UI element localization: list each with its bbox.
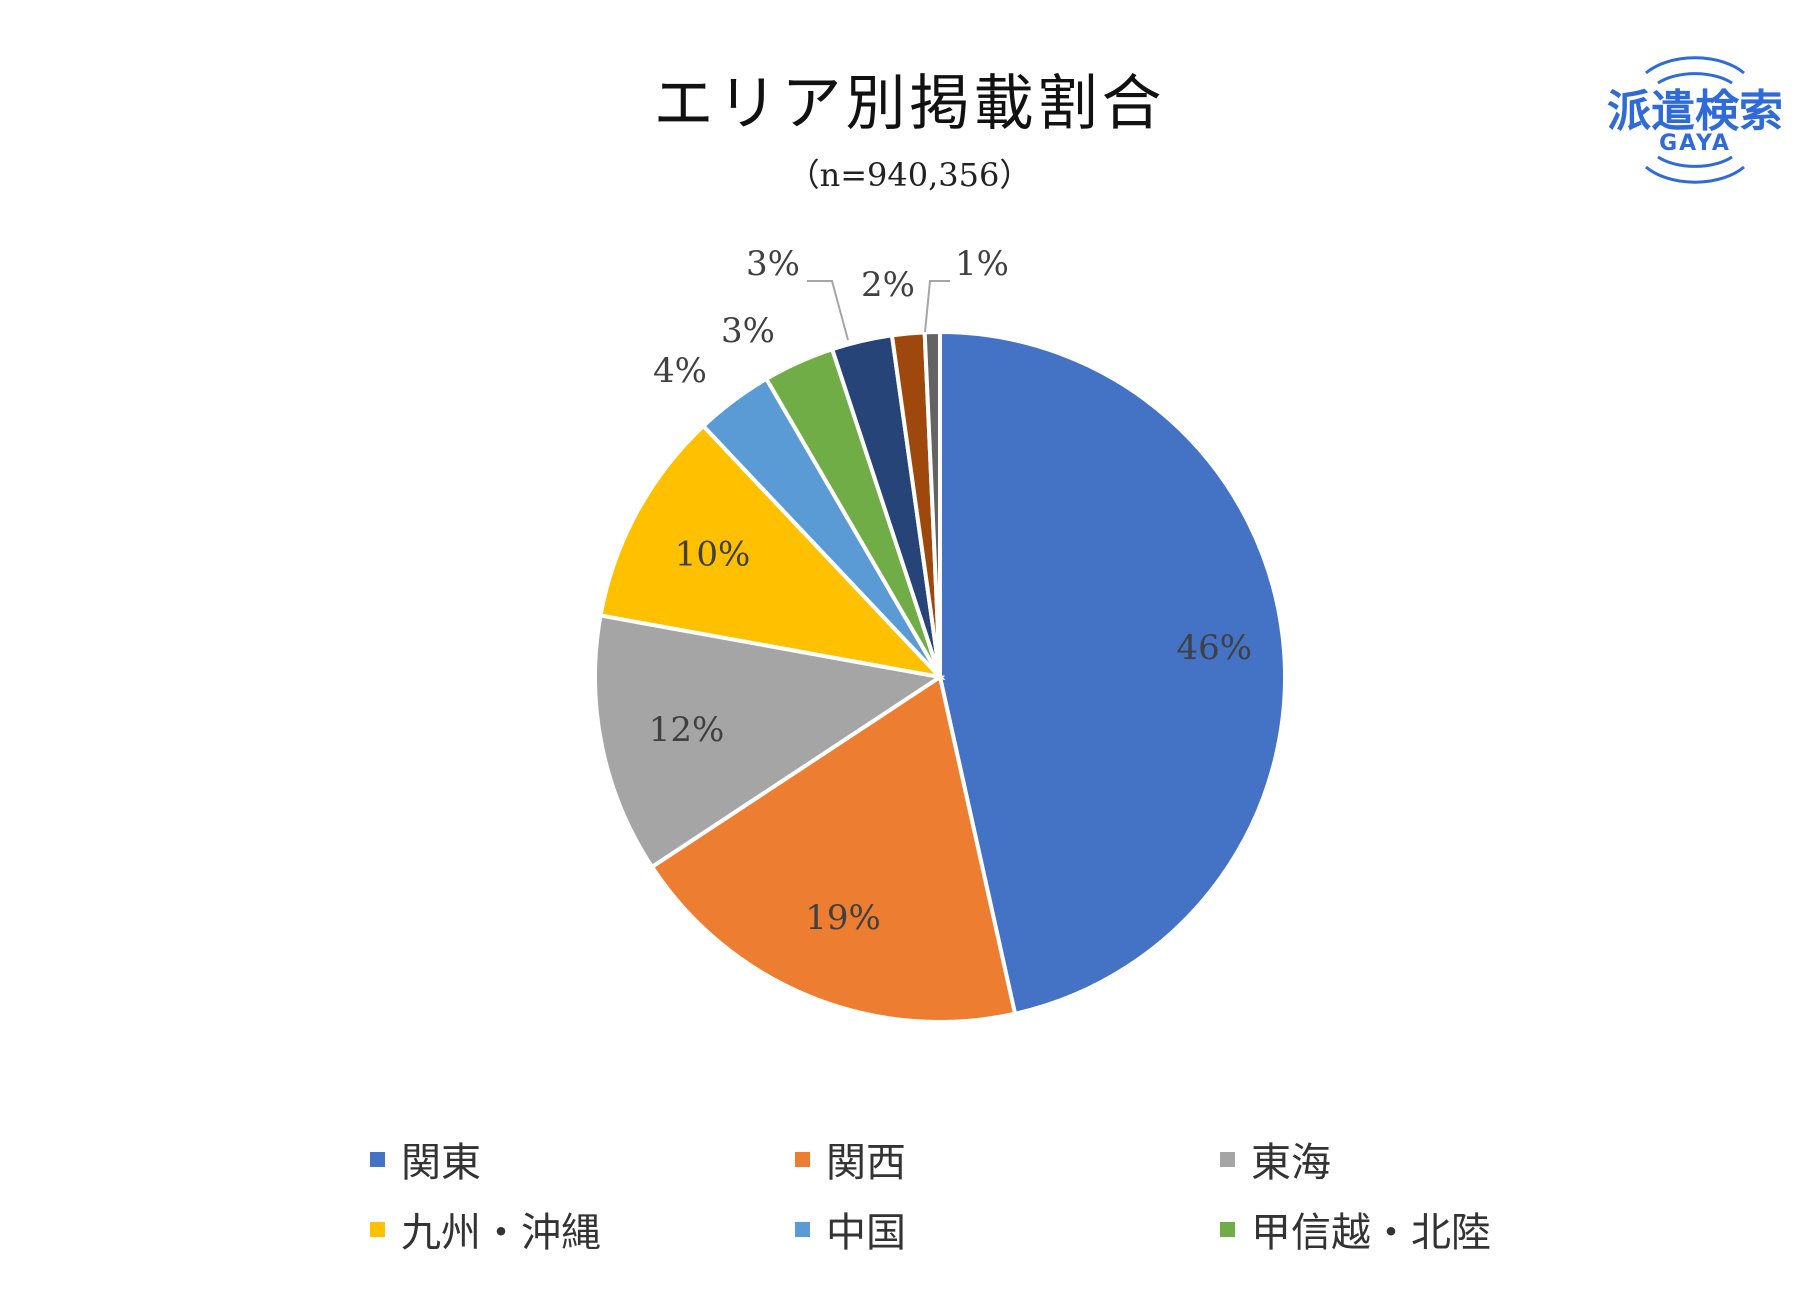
legend-item: 関東: [370, 1130, 481, 1188]
slice-data-label: 19%: [805, 898, 881, 938]
legend-swatch: [370, 1221, 385, 1237]
legend-item: 甲信越・北陸: [1220, 1200, 1491, 1258]
chart-title: エリア別掲載割合: [653, 69, 1166, 139]
logo-subtext: GAYA: [1659, 131, 1731, 156]
pie-slice: [938, 329, 1287, 1017]
pie-slice: [922, 329, 942, 678]
logo-text: 派遣検索: [1607, 86, 1783, 137]
legend-item: 九州・沖縄: [370, 1200, 601, 1258]
slice-data-label: 4%: [653, 351, 707, 391]
legend-label: 中国: [826, 1210, 906, 1256]
chart-subtitle: （n=940,356）: [787, 156, 1032, 194]
slice-data-label: 1%: [955, 244, 1009, 284]
legend-item: 関西: [795, 1130, 906, 1188]
legend-swatch: [1220, 1151, 1235, 1167]
legend-label: 九州・沖縄: [401, 1210, 601, 1256]
legend-label: 関東: [401, 1140, 481, 1186]
slice-data-label: 10%: [675, 535, 751, 575]
leader-line: [807, 280, 849, 341]
legend-label: 甲信越・北陸: [1251, 1210, 1491, 1256]
pie-slice: [649, 673, 1018, 1024]
legend-label: 関西: [826, 1140, 906, 1186]
slice-data-label: 3%: [721, 311, 775, 351]
legend: 関東 関西 東海九州・沖縄 中国 甲信越・北陸: [370, 1130, 1570, 1270]
legend-swatch: [370, 1151, 385, 1167]
slice-data-label: 46%: [1177, 628, 1253, 668]
pie-slice: [598, 423, 946, 681]
logo-arcs-icon: [1645, 56, 1745, 184]
logo: 派遣検索 GAYA: [1580, 45, 1810, 195]
slice-data-label: 3%: [746, 244, 800, 284]
legend-swatch: [795, 1221, 810, 1237]
legend-swatch: [795, 1151, 810, 1167]
slice-data-label: 2%: [861, 265, 915, 305]
legend-item: 中国: [795, 1200, 906, 1258]
legend-item: 東海: [1220, 1130, 1331, 1188]
legend-swatch: [1220, 1221, 1235, 1237]
slice-data-label: 12%: [649, 710, 725, 750]
legend-label: 東海: [1251, 1140, 1331, 1186]
pie-slice: [593, 613, 946, 870]
leader-line: [924, 280, 950, 333]
